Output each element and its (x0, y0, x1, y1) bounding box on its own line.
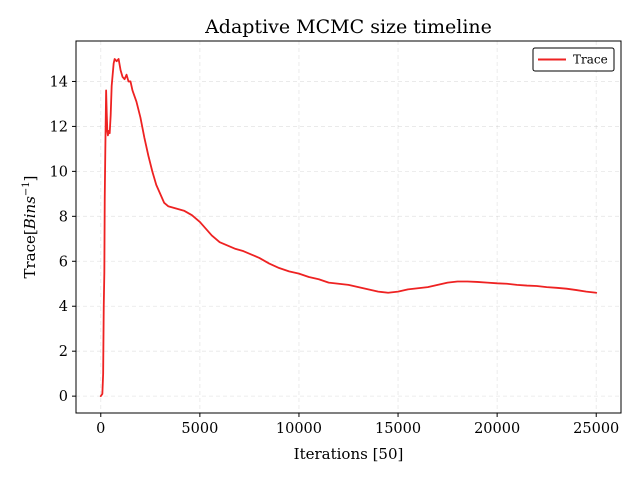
x-tick-label: 5000 (181, 421, 218, 437)
legend-box (532, 47, 615, 72)
x-tick-label: 0 (96, 421, 105, 437)
y-tick-label: 6 (59, 254, 68, 270)
y-tick-label: 0 (59, 389, 68, 405)
y-tick-label: 8 (59, 209, 68, 225)
y-tick-label: 10 (50, 164, 68, 180)
x-tick-label: 15000 (375, 421, 421, 437)
series-line-trace (99, 58, 598, 398)
y-tick-label: 2 (59, 344, 68, 360)
plot-frame (75, 40, 622, 414)
y-axis-label-math: Bins (21, 196, 39, 230)
y-tick-label: 4 (59, 299, 68, 315)
axis-ticks: 0 5000 10000 15000 20000 25000 0 2 4 6 8 10 12 14 (50, 74, 620, 437)
x-axis-label: Iterations [50] (294, 445, 404, 463)
y-axis-label: Trace[Bins−1] (21, 175, 39, 278)
series-layer (99, 58, 598, 398)
x-tick-label: 25000 (573, 421, 619, 437)
y-tick-label: 14 (50, 74, 68, 90)
y-axis-label-prefix: Trace[ (21, 229, 39, 278)
x-tick-label: 20000 (474, 421, 520, 437)
y-axis-label-suffix: ] (21, 175, 39, 181)
x-tick-label: 10000 (276, 421, 322, 437)
legend: Trace (532, 47, 615, 72)
y-axis-label-superscript: −1 (21, 181, 32, 196)
grid (76, 41, 621, 413)
y-tick-label: 12 (50, 119, 68, 135)
chart-title: Adaptive MCMC size timeline (204, 16, 492, 38)
legend-label-trace: Trace (573, 53, 608, 67)
